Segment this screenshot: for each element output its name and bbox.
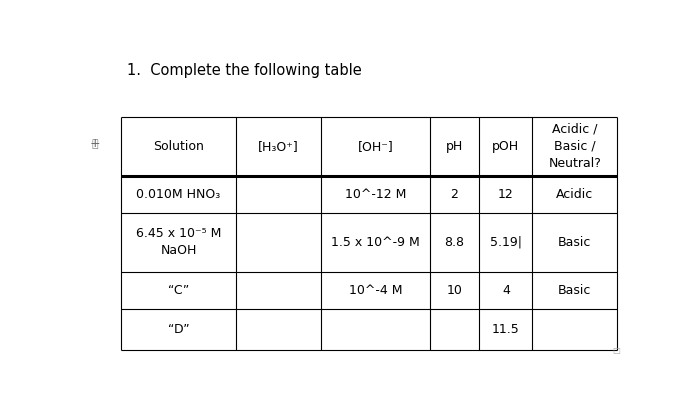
Text: Basic: Basic (558, 284, 592, 297)
Text: 0.010M HNO₃: 0.010M HNO₃ (136, 188, 221, 201)
Text: 10^-4 M: 10^-4 M (349, 284, 402, 297)
Text: 12: 12 (498, 188, 513, 201)
Text: □: □ (612, 346, 620, 355)
Text: 2: 2 (450, 188, 459, 201)
Text: 1.5 x 10^-9 M: 1.5 x 10^-9 M (331, 236, 419, 249)
Text: “D”: “D” (167, 323, 190, 336)
Text: Acidic /
Basic /
Neutral?: Acidic / Basic / Neutral? (549, 123, 601, 170)
Text: pOH: pOH (492, 140, 520, 153)
Text: Basic: Basic (558, 236, 592, 249)
Text: “C”: “C” (168, 284, 189, 297)
Text: Solution: Solution (153, 140, 204, 153)
Text: Acidic: Acidic (556, 188, 594, 201)
Text: 11.5: 11.5 (492, 323, 520, 336)
Text: pH: pH (446, 140, 463, 153)
Text: 1.  Complete the following table: 1. Complete the following table (127, 63, 361, 78)
Text: 8.8: 8.8 (444, 236, 464, 249)
Text: 6.45 x 10⁻⁵ M
NaOH: 6.45 x 10⁻⁵ M NaOH (136, 227, 221, 257)
Text: [OH⁻]: [OH⁻] (357, 140, 393, 153)
Text: +: + (89, 137, 100, 150)
Text: 5.19|: 5.19| (490, 236, 522, 249)
Text: 4: 4 (502, 284, 510, 297)
Text: 10: 10 (446, 284, 462, 297)
Text: [H₃O⁺]: [H₃O⁺] (258, 140, 299, 153)
Text: 10^-12 M: 10^-12 M (345, 188, 406, 201)
Text: ⭐: ⭐ (91, 139, 98, 149)
